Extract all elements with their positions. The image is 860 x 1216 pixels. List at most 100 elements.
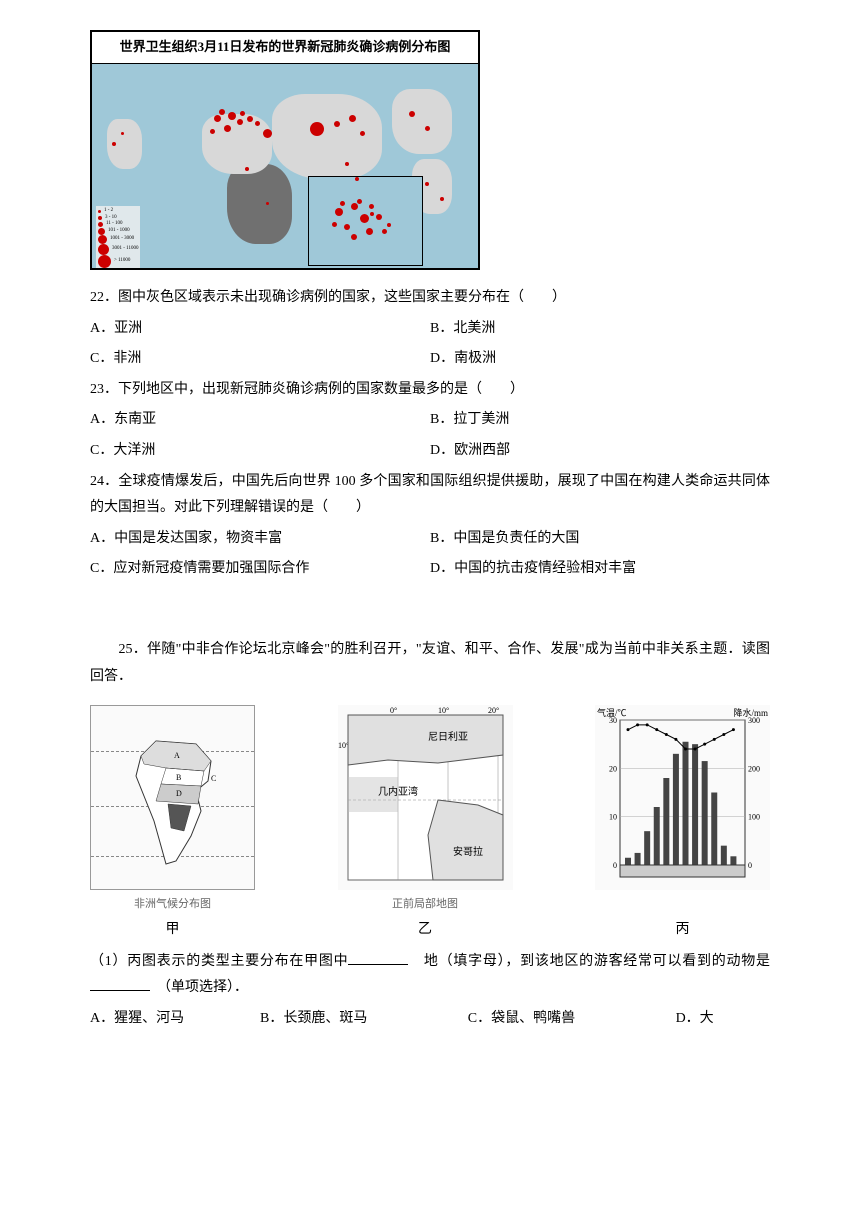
africa-climate-map: A B C D [90,705,255,890]
fig-c-label: 丙 [595,917,770,944]
case-dot [228,112,236,120]
legend-item: 3001 - 11000 [98,244,138,255]
svg-text:20: 20 [609,764,617,773]
case-dot [219,109,225,115]
figure-a: A B C D 非洲气候分布图 甲 [90,705,255,943]
case-dot [121,132,124,135]
figure-row: A B C D 非洲气候分布图 甲 0° 10° 20° 10° [90,705,770,943]
inset-dot [357,199,362,204]
fig-b-caption: 正前局部地图 [338,894,513,915]
svg-text:几内亚湾: 几内亚湾 [378,785,418,798]
svg-text:0: 0 [748,861,752,870]
q22-opt-a: A．亚洲 [90,316,430,343]
map-body: 1 - 23 - 1011 - 100101 - 10001001 - 3000… [92,64,478,270]
q22-opt-c: C．非洲 [90,346,430,373]
case-dot [349,115,356,122]
q24-opt-d: D．中国的抗击疫情经验相对丰富 [430,556,770,583]
q22-row2: C．非洲 D．南极洲 [90,346,770,373]
q24-opt-c: C．应对新冠疫情需要加强国际合作 [90,556,430,583]
figure-b: 0° 10° 20° 10° 尼日利亚 几内亚湾 安哥拉 正前局部地图 乙 [338,705,513,943]
legend-item: 1001 - 3000 [98,235,138,244]
case-dot [210,129,215,134]
case-dot [214,115,221,122]
case-dot [266,202,269,205]
africa-outline: A B C D [126,736,226,871]
q24-opt-b: B．中国是负责任的大国 [430,526,770,553]
inset-dot [376,214,382,220]
q22-opt-b: B．北美洲 [430,316,770,343]
q25-sub1-a: A．猩猩、河马 [90,1006,260,1033]
world-map-figure: 世界卫生组织3月11日发布的世界新冠肺炎确诊病例分布图 1 - 23 - 101… [90,30,770,270]
svg-text:C: C [211,774,216,783]
spacer [90,587,770,637]
inset-dot [335,208,343,216]
map-container: 世界卫生组织3月11日发布的世界新冠肺炎确诊病例分布图 1 - 23 - 101… [90,30,480,270]
map-title: 世界卫生组织3月11日发布的世界新冠肺炎确诊病例分布图 [92,32,478,64]
case-dot [360,131,365,136]
case-dot [440,197,444,201]
figure-c: 气温/℃ 降水/mm 00101002020030300 丙 [595,705,770,943]
inset-map [308,176,423,266]
case-dot [370,212,374,216]
regional-map: 0° 10° 20° 10° 尼日利亚 几内亚湾 安哥拉 [338,705,513,890]
q23-opt-b: B．拉丁美洲 [430,407,770,434]
blank-2 [90,977,150,991]
fig-a-caption: 非洲气候分布图 [90,894,255,915]
q23-opt-a: A．东南亚 [90,407,430,434]
inset-dot [387,223,391,227]
fig-b-label: 乙 [338,917,513,944]
case-dot [340,201,345,206]
map-legend: 1 - 23 - 1011 - 100101 - 10001001 - 3000… [96,206,140,270]
continent-shape [392,89,452,154]
svg-text:B: B [176,773,181,782]
q25-sub1-b: B．长颈鹿、斑马 [260,1006,468,1033]
svg-text:0°: 0° [390,706,397,715]
case-dot [425,126,430,131]
q23-text: 23．下列地区中，出现新冠肺炎确诊病例的国家数量最多的是（ ） [90,377,770,404]
q22-row1: A．亚洲 B．北美洲 [90,316,770,343]
q24-row1: A．中国是发达国家，物资丰富 B．中国是负责任的大国 [90,526,770,553]
legend-item: > 11000 [98,255,138,268]
case-dot [310,122,324,136]
inset-dot [351,203,358,210]
inset-dot [366,228,373,235]
case-dot [263,129,272,138]
q25-sub1-c: C．袋鼠、鸭嘴兽 [468,1006,676,1033]
q24-text: 24．全球疫情爆发后，中国先后向世界 100 多个国家和国际组织提供援助，展现了… [90,469,770,522]
case-dot [409,111,415,117]
q25-sub1-t2: 地（填字母），到该地区的游客经常可以看到的动物是 [408,954,770,969]
svg-text:10: 10 [609,813,617,822]
case-dot [355,177,359,181]
svg-text:300: 300 [748,716,760,725]
fig-c-caption [595,894,770,915]
inset-dot [360,214,369,223]
q25-sub1-opts: A．猩猩、河马 B．长颈鹿、斑马 C．袋鼠、鸭嘴兽 D．大 [90,1006,770,1033]
case-dot [345,162,349,166]
inset-dot [351,234,357,240]
svg-text:0: 0 [613,861,617,870]
case-dot [237,119,243,125]
continent-shape [272,94,382,179]
q22-text: 22．图中灰色区域表示未出现确诊病例的国家，这些国家主要分布在（ ） [90,285,770,312]
legend-item: 101 - 1000 [98,228,138,235]
q25-intro: 25．伴随"中非合作论坛北京峰会"的胜利召开，"友谊、和平、合作、发展"成为当前… [90,637,770,690]
climate-chart: 气温/℃ 降水/mm 00101002020030300 [595,705,770,890]
inset-dot [344,224,350,230]
q24-row2: C．应对新冠疫情需要加强国际合作 D．中国的抗击疫情经验相对丰富 [90,556,770,583]
regional-svg: 0° 10° 20° 10° 尼日利亚 几内亚湾 安哥拉 [338,705,513,890]
q23-row1: A．东南亚 B．拉丁美洲 [90,407,770,434]
q22-opt-d: D．南极洲 [430,346,770,373]
case-dot [245,167,249,171]
case-dot [224,125,231,132]
case-dot [112,142,116,146]
svg-text:200: 200 [748,764,760,773]
case-dot [247,116,253,122]
continent-shape [227,164,292,244]
fig-a-label: 甲 [90,917,255,944]
inset-dot [369,204,374,209]
q25-sub1-t1: （1）丙图表示的类型主要分布在甲图中 [90,954,348,969]
q25-sub1: （1）丙图表示的类型主要分布在甲图中 地（填字母），到该地区的游客经常可以看到的… [90,949,770,1002]
svg-text:30: 30 [609,716,617,725]
case-dot [255,121,260,126]
case-dot [425,182,429,186]
